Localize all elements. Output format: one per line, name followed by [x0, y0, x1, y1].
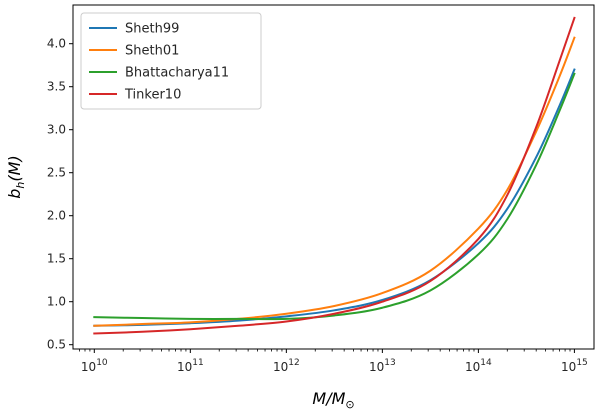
- legend-box: [80, 12, 262, 110]
- y-tick-label: 1.0: [47, 295, 66, 309]
- x-tick-label: 1011: [177, 358, 204, 374]
- y-tick-label: 2.0: [47, 209, 66, 223]
- x-tick-label: 1013: [369, 358, 396, 374]
- y-tick-label: 4.0: [47, 37, 66, 51]
- series-line-bhattacharya11: [93, 72, 576, 321]
- y-tick-label: 3.0: [47, 123, 66, 137]
- y-tick-label: 1.5: [47, 252, 66, 266]
- legend-label-sheth99: Sheth99: [125, 22, 179, 37]
- x-tick-label: 1014: [465, 358, 492, 374]
- x-tick-label: 1015: [561, 358, 588, 374]
- y-tick-label: 0.5: [47, 338, 66, 352]
- series-line-tinker10: [93, 16, 576, 335]
- legend-label-tinker10: Tinker10: [124, 88, 181, 103]
- x-axis-label: M/M⊙: [312, 389, 354, 411]
- y-tick-label: 3.5: [47, 80, 66, 94]
- plot-area: [93, 16, 576, 335]
- y-axis-label: bh(M): [5, 155, 27, 198]
- x-tick-label: 1012: [273, 358, 300, 374]
- y-tick-label: 2.5: [47, 166, 66, 180]
- axes-frame: [72, 4, 595, 350]
- axes: 1010 1011 1012 1013 1014 1015 0.5 1.0 1.5 2.0 2.5 3…: [5, 4, 595, 411]
- series-line-sheth01: [93, 36, 576, 327]
- legend: Sheth99 Sheth01 Bhattacharya11 Tinker10: [80, 12, 262, 110]
- legend-label-bhattacharya11: Bhattacharya11: [125, 66, 229, 81]
- legend-label-sheth01: Sheth01: [125, 44, 179, 59]
- x-tick-label: 1010: [81, 358, 108, 374]
